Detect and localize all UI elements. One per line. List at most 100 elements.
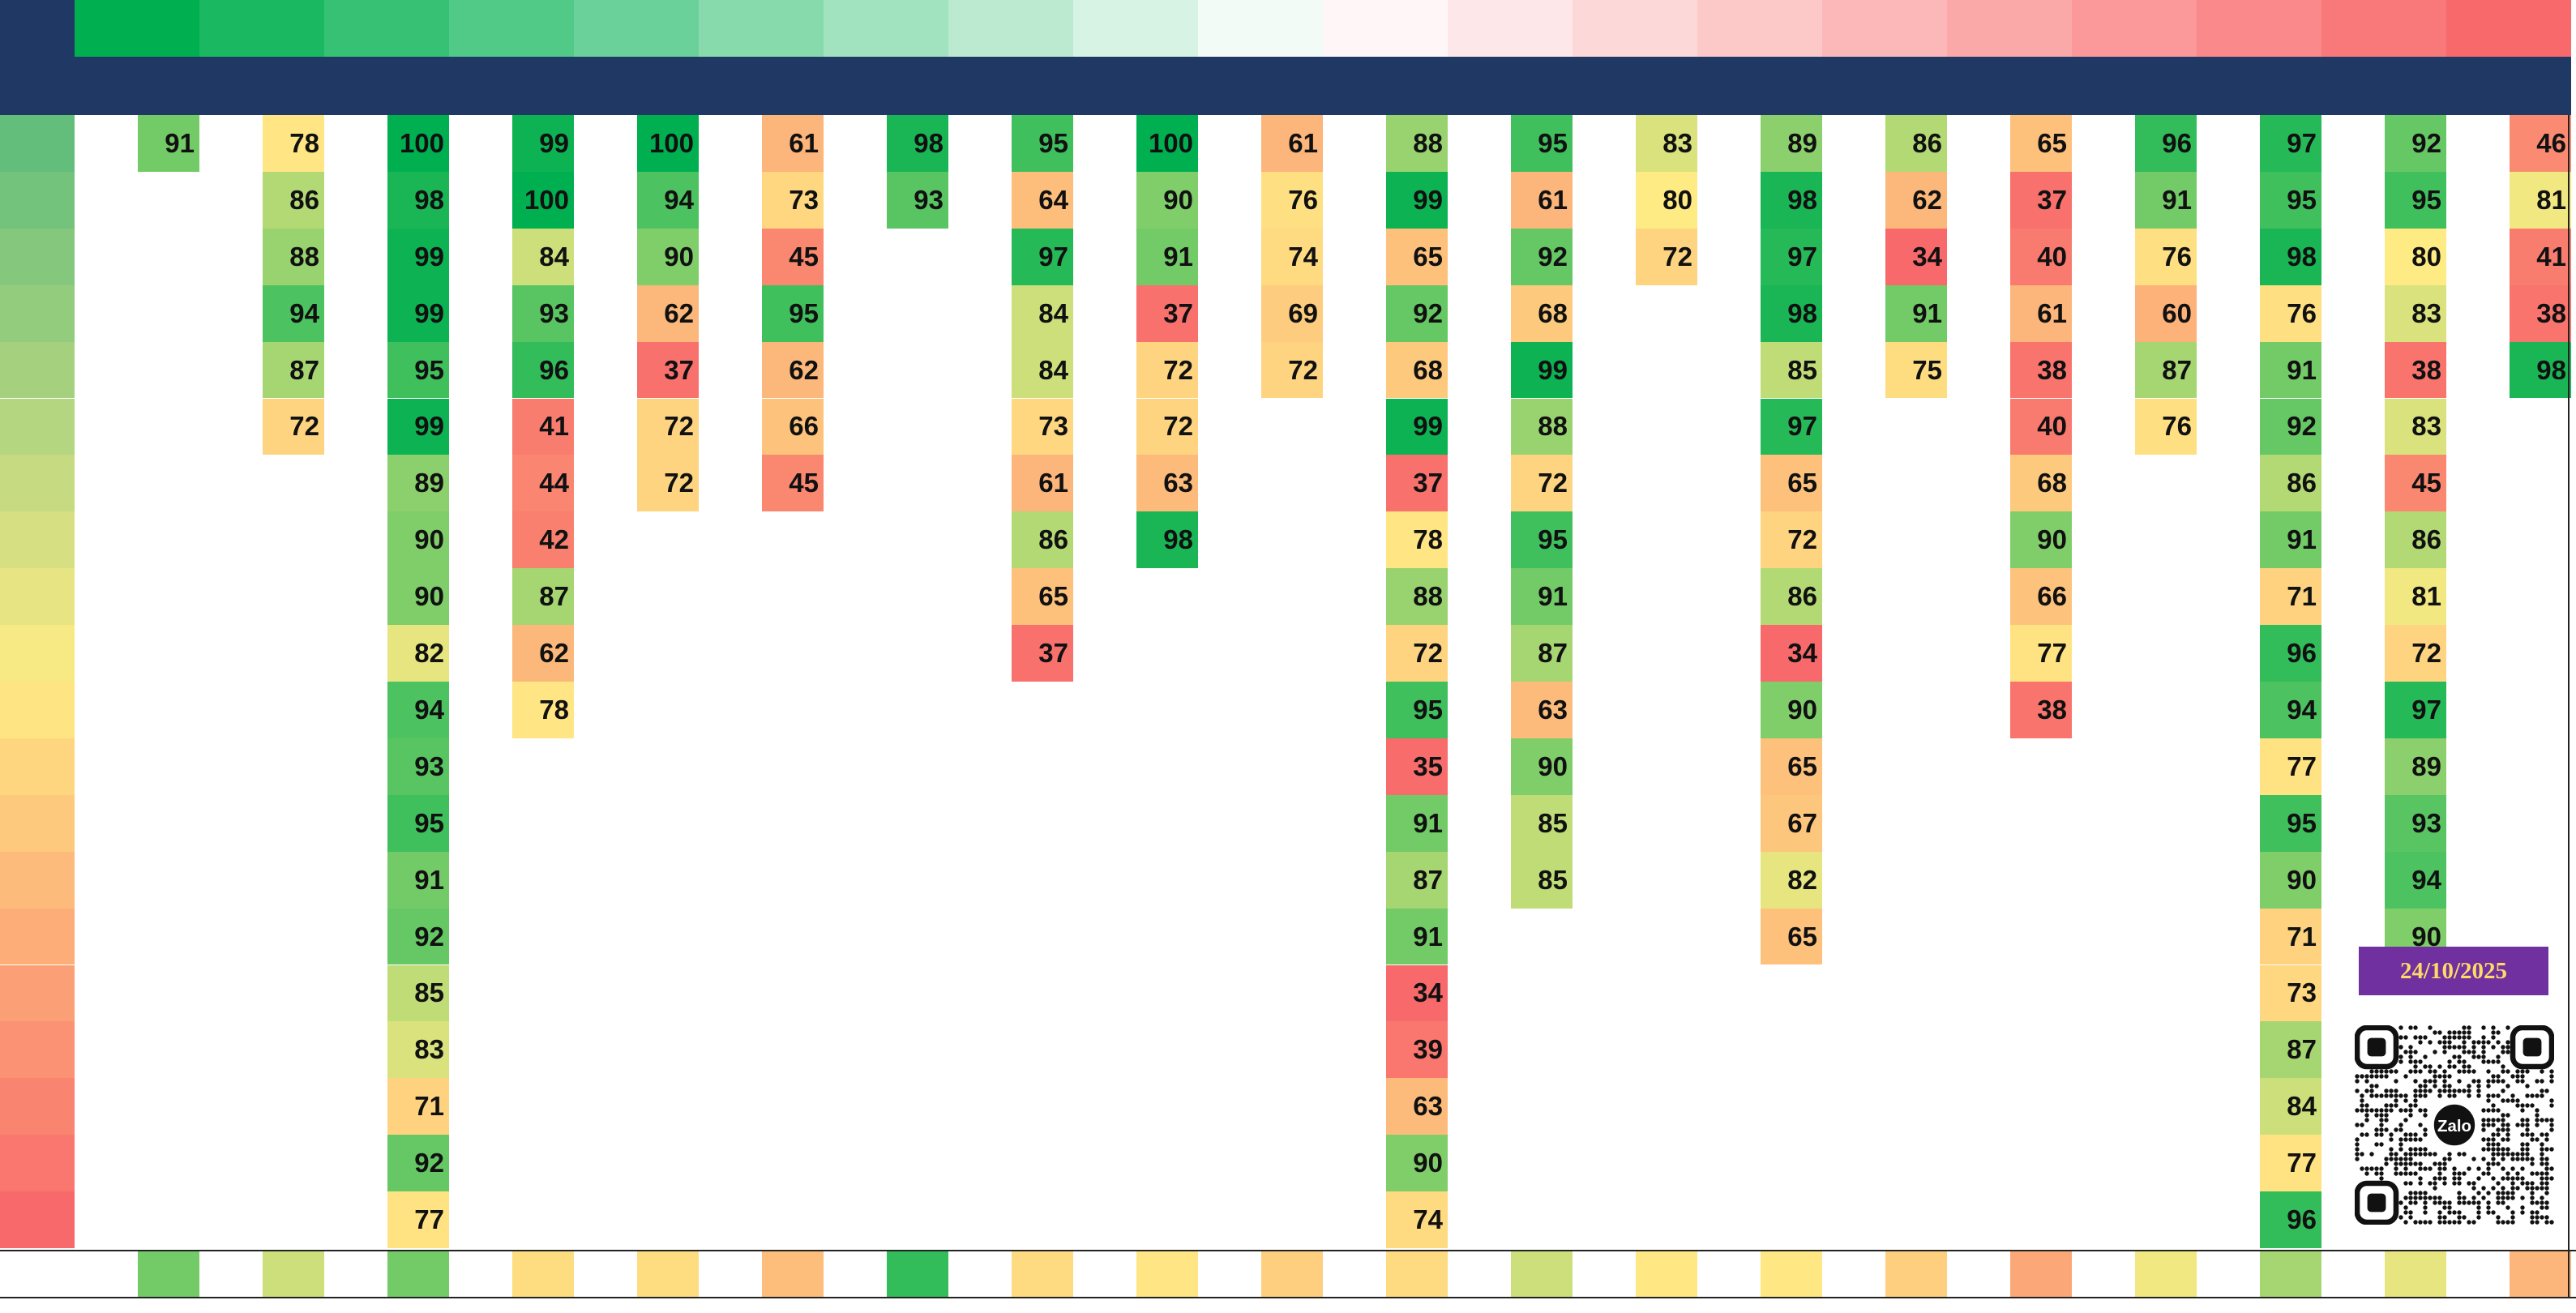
ticker-gvr [1947, 229, 2010, 285]
ticker-vc3 [324, 965, 387, 1022]
score-cell: 34 [1386, 964, 1448, 1022]
score-cell: 97 [1012, 228, 1073, 285]
sector-header[interactable] [699, 57, 824, 115]
ticker-vcg[interactable] [1448, 568, 1511, 625]
sector-header[interactable] [1697, 57, 1822, 115]
row-number [0, 511, 75, 569]
average-label [0, 1250, 138, 1297]
ticker-cti[interactable] [1323, 852, 1386, 909]
ticker-dpg[interactable] [1448, 399, 1511, 455]
sector-header[interactable] [824, 57, 948, 115]
ticker-bmp[interactable] [1448, 115, 1511, 172]
sector-header[interactable] [2446, 57, 2571, 115]
sector-header[interactable] [1822, 57, 1947, 115]
sector-header[interactable] [1448, 57, 1573, 115]
ticker-idi [1697, 909, 1761, 965]
ticker-cii[interactable] [1448, 342, 1511, 399]
row-number [0, 568, 75, 626]
ticker-bcg[interactable] [574, 342, 637, 399]
ticker-ksb[interactable] [1448, 455, 1511, 511]
ticker-dcl[interactable] [75, 115, 138, 172]
ticker-sip [1947, 342, 2010, 399]
ticker-vcg[interactable] [1323, 795, 1386, 852]
ticker-cii[interactable] [1323, 399, 1386, 455]
score-cell: 99 [387, 398, 449, 455]
sector-header[interactable] [1573, 57, 1697, 115]
score-cell: 88 [263, 228, 324, 285]
score-cell: 90 [1511, 738, 1573, 795]
ticker-pc1[interactable] [1073, 455, 1136, 511]
ticker-pvc[interactable] [699, 115, 762, 172]
ticker-hdg[interactable] [1073, 229, 1136, 285]
sector-header[interactable] [75, 57, 199, 115]
ticker-msb [2197, 852, 2260, 909]
ticker-gex[interactable] [1073, 511, 1136, 568]
score-cell: 83 [387, 1021, 449, 1079]
score-cell: 45 [762, 455, 824, 512]
score-cell: 86 [1761, 568, 1822, 626]
ticker-bsi [2321, 455, 2385, 511]
ticker-pc1[interactable] [1323, 1078, 1386, 1135]
ticker-dha[interactable] [1323, 285, 1386, 342]
ticker-nt2[interactable] [574, 229, 637, 285]
sector-header[interactable] [1073, 57, 1198, 115]
score-cell: 99 [1511, 341, 1573, 399]
sector-header[interactable] [449, 57, 574, 115]
score-cell: 86 [2385, 511, 2446, 569]
ticker-ht1[interactable] [1448, 511, 1511, 568]
sector-header[interactable] [199, 57, 324, 115]
score-cell: 98 [887, 115, 948, 172]
score-cell: 73 [2260, 964, 2321, 1022]
ticker-ht1[interactable] [1323, 682, 1386, 738]
ticker-ree[interactable] [1073, 399, 1136, 455]
ticker-hhv[interactable] [1323, 1135, 1386, 1191]
ticker-cti[interactable] [1448, 625, 1511, 682]
sector-header[interactable] [574, 57, 699, 115]
ticker-vtp [449, 229, 512, 285]
ticker-cts [2321, 795, 2385, 852]
sector-header[interactable] [1323, 57, 1448, 115]
score-cell: 90 [1386, 1135, 1448, 1192]
score-cell: 74 [1261, 228, 1323, 285]
sector-header[interactable] [948, 57, 1073, 115]
ticker-dpg[interactable] [1323, 568, 1386, 625]
ticker-pow[interactable] [1073, 342, 1136, 399]
ticker-hvn [824, 172, 887, 229]
sector-header[interactable] [1198, 57, 1323, 115]
rank-number [2321, 0, 2446, 57]
ticker-hng [1697, 625, 1761, 682]
ticker-pan [1697, 342, 1761, 399]
ticker-nt2[interactable] [1073, 172, 1136, 229]
sector-header[interactable] [2197, 57, 2321, 115]
score-cell: 86 [263, 171, 324, 229]
score-cell: 81 [2510, 171, 2571, 229]
score-cell: 78 [1386, 511, 1448, 569]
ticker-hdg[interactable] [324, 852, 387, 909]
score-cell: 73 [1012, 398, 1073, 455]
ticker-pvc[interactable] [1448, 172, 1511, 229]
ticker-bmp[interactable] [948, 115, 1012, 172]
score-cell: 72 [637, 398, 699, 455]
ticker-dha[interactable] [1448, 229, 1511, 285]
ticker-gee[interactable] [1073, 115, 1136, 172]
ticker-nvl [324, 1021, 387, 1078]
sector-header[interactable] [2321, 57, 2446, 115]
score-cell: 38 [2010, 341, 2072, 399]
ticker-bcg[interactable] [1073, 285, 1136, 342]
score-cell: 94 [2260, 682, 2321, 738]
ticker-c4g[interactable] [1323, 342, 1386, 399]
score-cell: 91 [1511, 568, 1573, 626]
ticker-pc1[interactable] [1448, 682, 1511, 738]
ticker-gee[interactable] [574, 115, 637, 172]
ticker-gex[interactable] [2446, 342, 2510, 399]
ticker-pow[interactable] [574, 399, 637, 455]
ticker-ctd [1323, 115, 1386, 172]
ticker-ree[interactable] [574, 455, 637, 511]
ticker-ksb[interactable] [1323, 625, 1386, 682]
sector-header[interactable] [1947, 57, 2072, 115]
ticker-hhv[interactable] [1448, 738, 1511, 795]
sector-header[interactable] [2072, 57, 2197, 115]
ticker-c4g[interactable] [1448, 285, 1511, 342]
sector-header[interactable] [324, 57, 449, 115]
ticker-acb [2197, 1021, 2260, 1078]
